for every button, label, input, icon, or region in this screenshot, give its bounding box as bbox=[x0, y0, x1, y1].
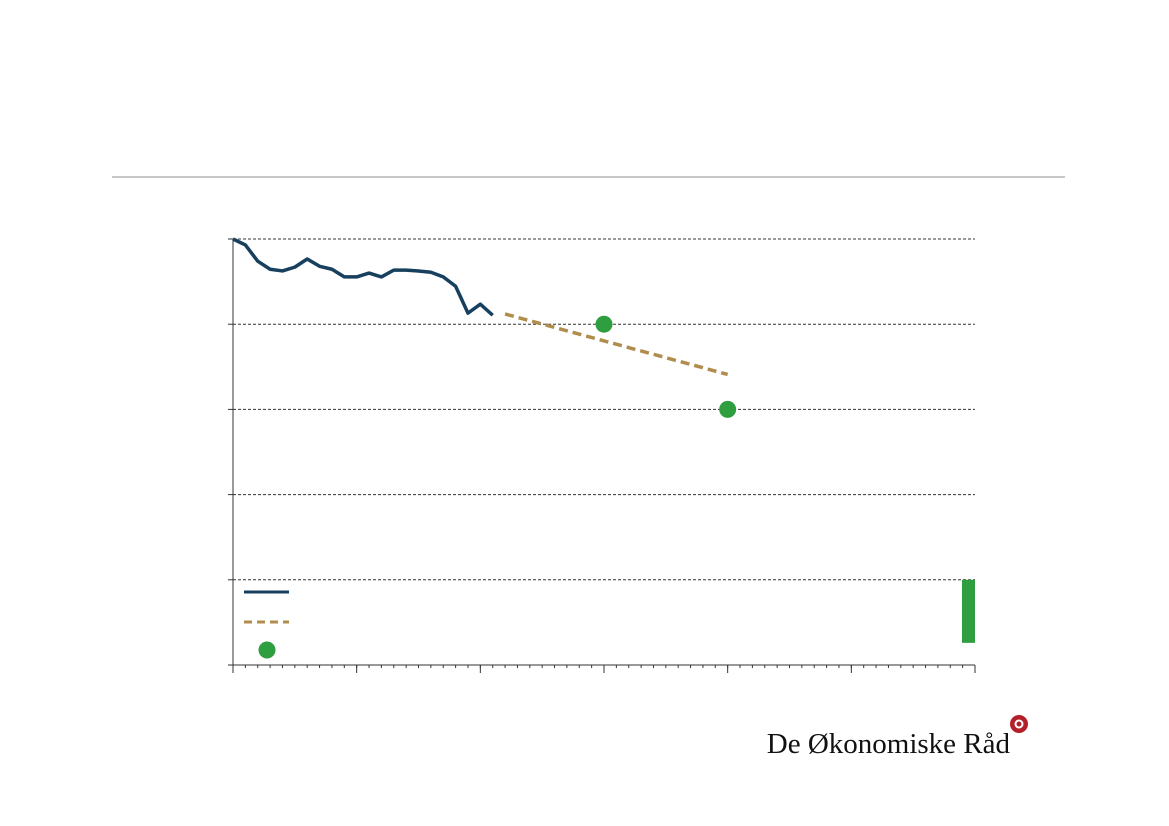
line-series bbox=[232, 237, 494, 317]
point bbox=[595, 315, 613, 333]
logo-icon bbox=[1010, 715, 1028, 733]
legend bbox=[244, 590, 289, 659]
range-bar bbox=[962, 579, 975, 643]
line-series bbox=[504, 312, 729, 377]
plot bbox=[228, 237, 976, 673]
logo-text: De Økonomiske Råd bbox=[767, 728, 1011, 760]
point bbox=[719, 400, 737, 418]
legend-swatch bbox=[258, 641, 276, 659]
